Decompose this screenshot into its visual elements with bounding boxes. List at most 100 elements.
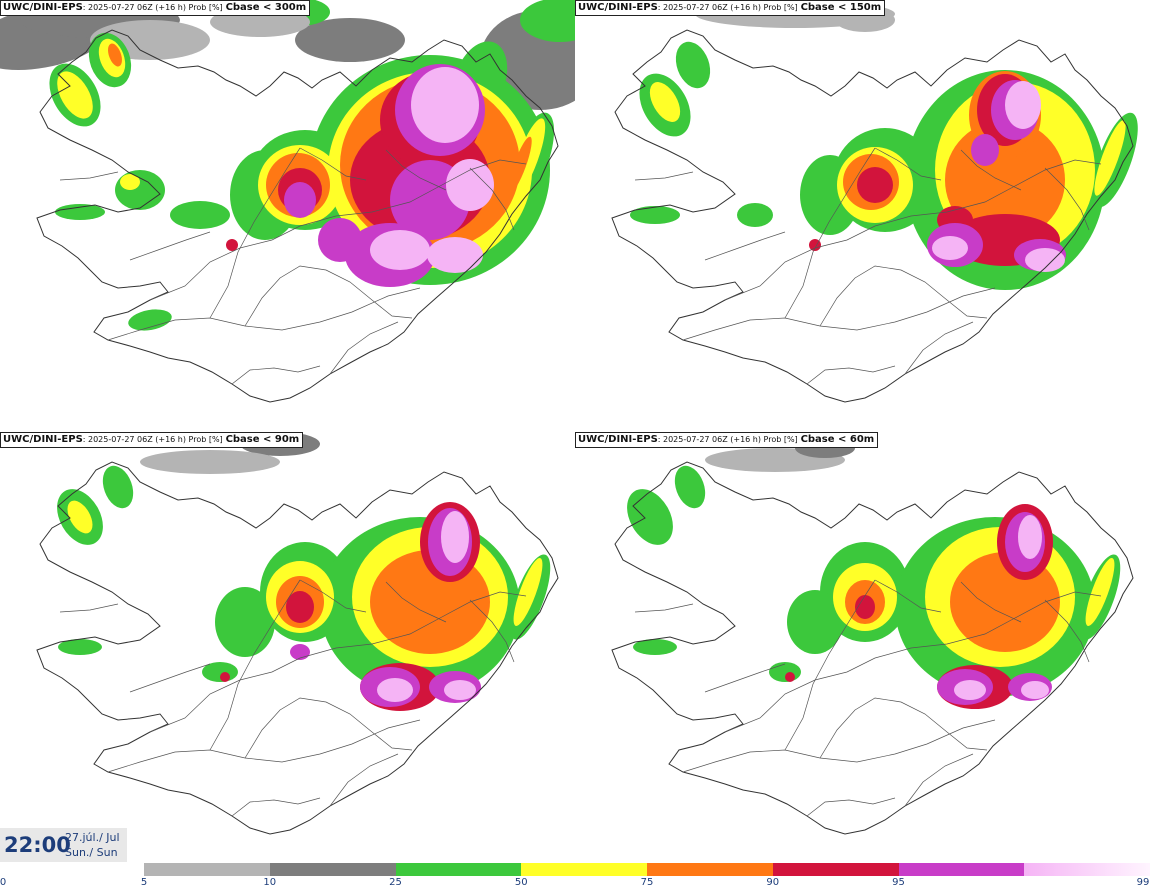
road-line (819, 265, 988, 327)
colorbar-tick-label: 99 (1136, 877, 1150, 888)
prob-region-pink (1005, 81, 1041, 129)
probability-field (630, 0, 1138, 290)
probability-field (627, 438, 1121, 709)
road-line (299, 147, 367, 181)
map-panel-150m: UWC/DINI-EPS: 2025-07-27 06Z (+16 h) Pro… (575, 0, 1150, 432)
colorbar-segment (898, 863, 1025, 876)
iceland-map (36, 432, 559, 835)
road-network (634, 147, 1102, 385)
road-line (960, 581, 1022, 623)
prob-region-green (787, 590, 843, 654)
probability-field (0, 0, 575, 331)
threshold-label: Cbase < 150m (800, 2, 882, 13)
run-info: : 2025-07-27 06Z (+16 h) Prob [%] (657, 435, 798, 444)
model-name: UWC/DINI-EPS (578, 434, 658, 445)
road-line (874, 147, 942, 181)
road-line (244, 265, 413, 327)
colorbar-tick-label: 5 (140, 877, 148, 888)
prob-region-green (633, 639, 677, 655)
iceland-map (611, 438, 1134, 835)
prob-region-red (220, 672, 230, 682)
colorbar-tick-label: 50 (514, 877, 528, 888)
road-line (806, 365, 896, 385)
road-line (149, 591, 527, 733)
prob-region-yellow (1094, 120, 1126, 196)
prob-region-pink (411, 67, 479, 143)
road-line (874, 579, 942, 613)
road-line (704, 231, 786, 261)
prob-region-green (769, 662, 801, 682)
colorbar-segment (772, 863, 899, 876)
road-network (59, 579, 527, 817)
prob-region-yellow (649, 82, 681, 122)
prob-region-green (627, 489, 673, 545)
threshold-label: Cbase < 60m (800, 434, 875, 445)
panel-title: UWC/DINI-EPS: 2025-07-27 06Z (+16 h) Pro… (0, 0, 311, 16)
prob-region-dark (295, 18, 405, 62)
prob-region-pink (1018, 515, 1042, 559)
road-line (299, 579, 367, 613)
road-line (469, 599, 515, 663)
run-info: : 2025-07-27 06Z (+16 h) Prob [%] (657, 3, 798, 12)
prob-region-green (675, 41, 711, 89)
road-line (806, 797, 896, 817)
road-line (329, 321, 399, 375)
prob-region-green (170, 201, 230, 229)
prob-region-pink (446, 159, 494, 211)
threshold-label: Cbase < 90m (225, 434, 300, 445)
prob-region-red (857, 167, 893, 203)
prob-region-green (520, 0, 575, 42)
road-line (209, 579, 301, 751)
road-line (59, 603, 119, 613)
road-line (329, 753, 399, 807)
prob-region-pink (1021, 681, 1049, 699)
prob-region-red (286, 591, 314, 623)
valid-date: 27.júl./ Jul Sun./ Sun (65, 830, 120, 860)
prob-region-green (102, 465, 134, 509)
prob-region-green (115, 170, 165, 210)
coastline (36, 29, 559, 403)
road-line (231, 797, 321, 817)
road-line (819, 697, 988, 759)
road-line (209, 147, 301, 319)
prob-region-pink (954, 680, 986, 700)
prob-region-purple (290, 644, 310, 660)
map-panel-90m: UWC/DINI-EPS: 2025-07-27 06Z (+16 h) Pro… (0, 432, 575, 864)
prob-region-purple (284, 182, 316, 218)
iceland-map (0, 0, 575, 403)
coastline (611, 461, 1134, 835)
probability-colorbar (144, 863, 1150, 876)
road-line (129, 231, 211, 261)
road-line (724, 591, 1102, 733)
colorbar-segment (269, 863, 396, 876)
prob-region-pink (1025, 248, 1065, 272)
prob-region-yellow (120, 174, 140, 190)
road-line (634, 603, 694, 613)
map-panel-60m: UWC/DINI-EPS: 2025-07-27 06Z (+16 h) Pro… (575, 432, 1150, 864)
road-line (469, 167, 515, 231)
road-line (231, 365, 321, 385)
prob-region-orange (108, 43, 122, 67)
prob-region-red (785, 672, 795, 682)
panel-title: UWC/DINI-EPS: 2025-07-27 06Z (+16 h) Pro… (575, 432, 879, 448)
road-line (59, 171, 119, 181)
prob-region-yellow (67, 500, 93, 534)
road-line (107, 719, 421, 773)
road-line (129, 663, 211, 693)
prob-region-red (226, 239, 238, 251)
prob-region-purple (318, 218, 362, 262)
prob-region-purple (971, 134, 999, 166)
road-line (960, 149, 1022, 191)
prob-region-green (674, 465, 706, 509)
colorbar-tick-label: 90 (766, 877, 780, 888)
prob-region-green (215, 587, 275, 657)
road-line (784, 147, 876, 319)
road-line (682, 719, 996, 773)
road-line (704, 663, 786, 693)
colorbar-tick-label: 75 (640, 877, 654, 888)
date-line-1: 27.júl./ Jul (65, 831, 120, 844)
road-line (1044, 167, 1090, 231)
run-info: : 2025-07-27 06Z (+16 h) Prob [%] (82, 435, 223, 444)
colorbar-segment (647, 863, 774, 876)
road-line (784, 579, 876, 751)
